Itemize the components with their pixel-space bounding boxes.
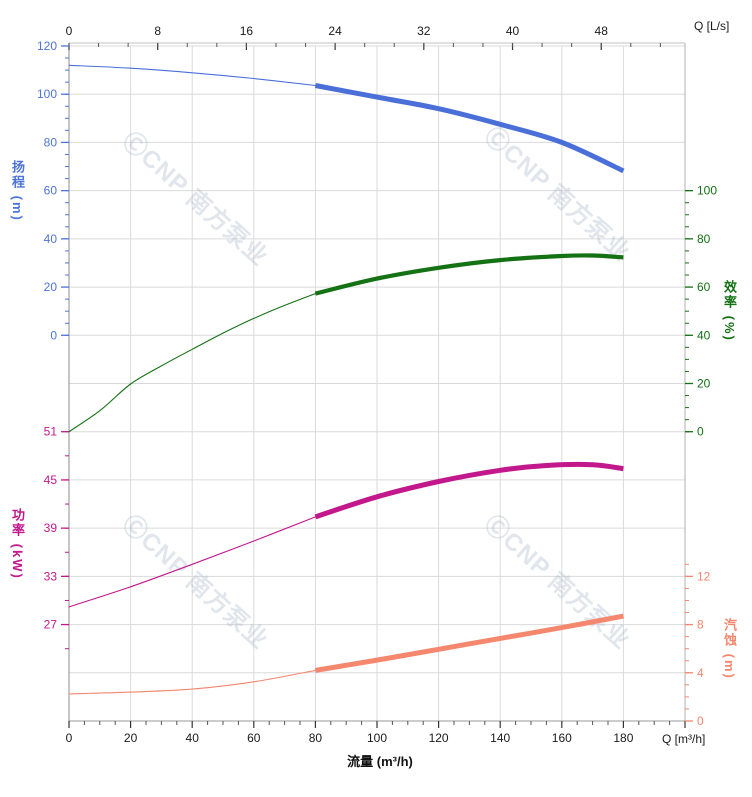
npsh-tick-label: 8 bbox=[697, 618, 704, 632]
power-tick-label: 51 bbox=[44, 425, 58, 439]
head-tick-label: 80 bbox=[44, 135, 58, 149]
bottom-tick-label: 60 bbox=[247, 731, 261, 745]
power-axis-title: 功率 (kW) bbox=[10, 508, 25, 580]
eff-tick-label: 60 bbox=[697, 280, 711, 294]
eff-tick-label: 100 bbox=[697, 184, 717, 198]
bottom-tick-label: 40 bbox=[186, 731, 200, 745]
bottom-tick-label: 80 bbox=[309, 731, 323, 745]
top-tick-label: 40 bbox=[506, 24, 520, 38]
npsh-curve bbox=[314, 613, 624, 673]
npsh-curve-thin bbox=[68, 669, 316, 695]
npsh-tick-label: 12 bbox=[697, 569, 711, 583]
top-tick-label: 8 bbox=[154, 24, 161, 38]
top-tick-label: 16 bbox=[240, 24, 254, 38]
head-tick-label: 120 bbox=[37, 39, 57, 53]
bottom-tick-label: 120 bbox=[429, 731, 449, 745]
bottom-tick-label: 140 bbox=[490, 731, 510, 745]
head-tick-label: 0 bbox=[50, 328, 57, 342]
watermark: ⒸCNP 南方泵业 bbox=[117, 126, 274, 271]
top-axis-unit: Q [L/s] bbox=[694, 19, 730, 33]
npsh-tick-label: 0 bbox=[697, 714, 704, 728]
bottom-tick-label: 100 bbox=[367, 731, 387, 745]
efficiency-curve-thin bbox=[68, 293, 316, 433]
watermark: ⒸCNP 南方泵业 bbox=[117, 509, 274, 654]
head-axis-title: 扬程 (m) bbox=[10, 160, 25, 222]
efficiency-axis-title: 效率 (%) bbox=[722, 280, 737, 342]
power-tick-label: 45 bbox=[44, 473, 58, 487]
eff-tick-label: 20 bbox=[697, 377, 711, 391]
head-curve bbox=[314, 83, 625, 174]
head-curve-thin bbox=[68, 64, 316, 87]
bottom-axis-unit: Q [m³/h] bbox=[662, 732, 706, 746]
power-tick-label: 27 bbox=[44, 618, 58, 632]
bottom-tick-label: 0 bbox=[66, 731, 73, 745]
power-tick-label: 39 bbox=[44, 521, 58, 535]
head-tick-label: 100 bbox=[37, 87, 57, 101]
power-tick-label: 33 bbox=[44, 569, 58, 583]
bottom-tick-label: 160 bbox=[552, 731, 572, 745]
efficiency-curve bbox=[314, 253, 624, 296]
top-tick-label: 48 bbox=[595, 24, 609, 38]
eff-tick-label: 80 bbox=[697, 232, 711, 246]
top-tick-label: 0 bbox=[66, 24, 73, 38]
eff-tick-label: 0 bbox=[697, 425, 704, 439]
eff-tick-label: 40 bbox=[697, 328, 711, 342]
power-curve bbox=[314, 461, 624, 520]
bottom-tick-label: 20 bbox=[124, 731, 138, 745]
npsh-axis-title: 汽蚀 (m) bbox=[722, 618, 737, 680]
head-tick-label: 60 bbox=[44, 184, 58, 198]
top-tick-label: 24 bbox=[328, 24, 342, 38]
watermark: ⒸCNP 南方泵业 bbox=[479, 509, 636, 654]
power-curve-thin bbox=[68, 516, 316, 608]
head-tick-label: 40 bbox=[44, 232, 58, 246]
top-tick-label: 32 bbox=[417, 24, 431, 38]
npsh-tick-label: 4 bbox=[697, 666, 704, 680]
flow-axis-title: 流量 (m³/h) bbox=[347, 754, 413, 769]
bottom-tick-label: 180 bbox=[613, 731, 633, 745]
head-tick-label: 20 bbox=[44, 280, 58, 294]
